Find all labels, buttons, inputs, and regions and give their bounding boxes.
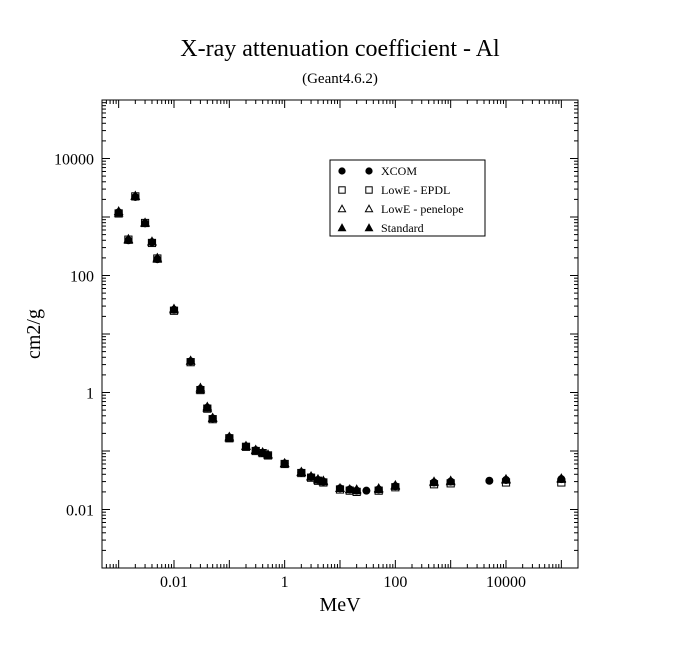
legend-xcom-marker [338, 167, 346, 175]
legend: XCOM LowE - EPDL LowE - penelope Standard [329, 159, 486, 237]
point-xcom [263, 451, 273, 460]
data-points [113, 190, 567, 496]
point-xcom [124, 236, 133, 245]
point-xcom [446, 477, 455, 486]
point-xcom [307, 472, 316, 481]
legend-standard-label: Standard [381, 221, 424, 235]
legend-lowe-penelope-label: LowE - penelope [381, 202, 464, 216]
point-xcom [225, 433, 234, 442]
legend-standard-marker [337, 223, 347, 232]
legend-lowe-epdl-marker [338, 186, 346, 194]
x-tick-label: 1 [281, 574, 289, 591]
y-tick-label: 1 [86, 386, 94, 403]
point-xcom [501, 475, 511, 484]
point-xcom [297, 468, 306, 477]
point-xcom [131, 192, 140, 201]
point-xcom [186, 357, 195, 366]
point-xcom [362, 486, 371, 495]
legend-lowe-penelope-marker [364, 204, 374, 213]
point-xcom [153, 255, 162, 264]
point-xcom [430, 478, 439, 487]
x-tick-label: 0.01 [160, 574, 188, 591]
chart-subtitle: (Geant4.6.2) [302, 71, 378, 87]
legend-lowe-epdl-label: LowE - EPDL [381, 183, 450, 197]
point-xcom [485, 476, 494, 485]
legend-box [329, 159, 486, 237]
point-xcom [208, 414, 217, 423]
y-axis-label: cm2/g [23, 309, 45, 359]
point-xcom [374, 485, 383, 494]
point-xcom [241, 442, 250, 451]
point-xcom [335, 484, 345, 493]
legend-lowe-penelope-marker [337, 204, 347, 213]
y-tick-label: 10000 [54, 152, 94, 169]
y-tick-label: 0.01 [66, 503, 94, 520]
point-xcom [557, 475, 566, 484]
legend-lowe-epdl-marker [365, 186, 373, 194]
legend-xcom-marker [365, 167, 373, 175]
point-xcom [114, 208, 123, 217]
point-xcom [391, 482, 400, 491]
x-tick-label: 100 [383, 574, 407, 591]
point-xcom [352, 486, 361, 495]
point-xcom [319, 477, 328, 486]
point-xcom [141, 219, 150, 228]
point-xcom [203, 403, 212, 412]
point-xcom [196, 384, 205, 393]
point-xcom [345, 485, 354, 494]
point-xcom [280, 459, 289, 468]
y-tick-label: 100 [70, 269, 94, 286]
tick-labels: 0.01 1 100 10000 0.01 1 100 10000 [54, 152, 526, 592]
axis-ticks [101, 99, 579, 569]
legend-standard-marker [364, 223, 374, 232]
point-xcom [147, 238, 156, 247]
point-xcom [251, 446, 260, 455]
x-axis-label: MeV [319, 594, 361, 616]
point-xcom [169, 305, 179, 314]
chart-title: X-ray attenuation coefficient - Al [180, 36, 500, 62]
legend-xcom-label: XCOM [381, 164, 417, 178]
x-tick-label: 10000 [486, 574, 526, 591]
